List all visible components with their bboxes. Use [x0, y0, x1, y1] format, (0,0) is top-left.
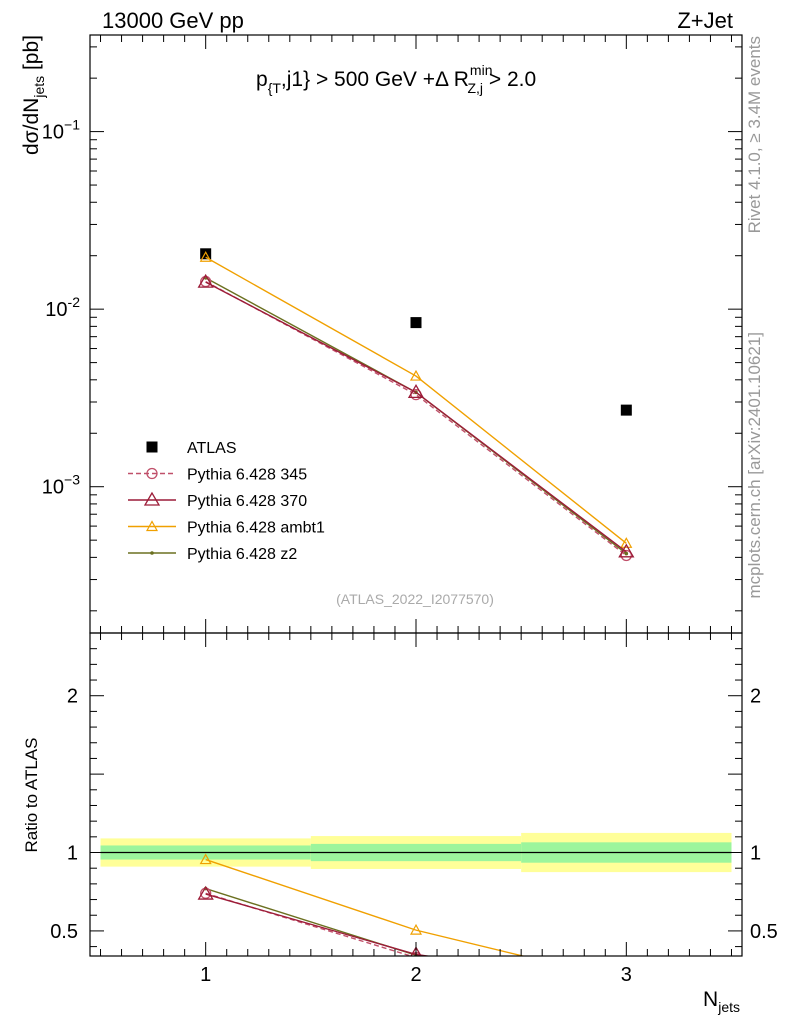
legend-entry-z2: Pythia 6.428 z2 — [128, 546, 297, 563]
ambt1-marker — [199, 251, 212, 262]
legend-label-p370: Pythia 6.428 370 — [187, 493, 307, 510]
y-tick-label: 10−3 — [42, 472, 80, 499]
legend-label-z2: Pythia 6.428 z2 — [187, 546, 297, 563]
main-panel: 10−1 10-2 10−3 — [42, 34, 743, 634]
legend-entry-p345: Pythia 6.428 345 — [128, 467, 307, 484]
header-left: 13000 GeV pp — [102, 8, 244, 33]
ratio-y-tick-label: 1 — [67, 843, 78, 865]
legend-label-ambt1: Pythia 6.428 ambt1 — [187, 520, 325, 537]
y-tick-label: 10-2 — [45, 294, 80, 321]
ambt1-series — [199, 251, 633, 548]
p345-marker — [146, 467, 158, 480]
atlas-marker — [620, 404, 632, 416]
x-tick-label: 2 — [410, 964, 421, 986]
side-label-mcplots: mcplots.cern.ch [arXiv:2401.10621] — [745, 332, 764, 598]
y-tick-label: 10−1 — [42, 117, 80, 144]
p370-marker — [618, 543, 635, 558]
legend: ATLAS Pythia 6.428 345 Pythia 6.428 370 Pyt… — [128, 440, 325, 563]
ambt1-marker — [199, 853, 212, 865]
x-axis-label: Njets — [703, 988, 740, 1015]
ratio-frame — [89, 632, 743, 957]
ambt1-ratio-line — [205, 858, 526, 956]
y-axis-label: dσ/dNjets [pb] — [20, 35, 47, 155]
p370-marker — [407, 384, 425, 398]
legend-label-p345: Pythia 6.428 345 — [187, 467, 307, 484]
x-tick-label: 1 — [200, 964, 211, 986]
p370-series — [197, 273, 635, 558]
legend-entry-ambt1: Pythia 6.428 ambt1 — [128, 520, 325, 537]
ambt1-ratio-series — [199, 853, 526, 956]
p370-marker — [143, 491, 161, 506]
atlas-marker — [146, 441, 158, 453]
ratio-y-tick-label: 0.5 — [50, 921, 78, 943]
analysis-watermark: (ATLAS_2022_I2077570) — [336, 591, 494, 607]
main-frame — [89, 34, 743, 634]
header-right: Z+Jet — [677, 8, 733, 33]
x-tick-label: 3 — [621, 964, 632, 986]
side-label-rivet: Rivet 4.1.0, ≥ 3.4M events — [745, 36, 764, 233]
ambt1-marker — [409, 369, 423, 381]
ratio-panel: 0.5 0.5 1 1 2 2 1 2 3 — [50, 632, 778, 986]
ratio-y-tick-label-right: 1 — [750, 843, 761, 865]
ambt1-marker — [145, 520, 159, 532]
ambt1-line — [205, 256, 627, 544]
atlas-marker — [200, 248, 212, 260]
p345-marker — [620, 549, 632, 562]
p370-marker — [197, 273, 214, 288]
atlas-marker — [410, 317, 422, 329]
ratio-y-label: Ratio to ATLAS — [22, 738, 41, 853]
cut-label: p{T,j1} > 500 GeV +Δ Rmin Z,j > 2.0 — [256, 62, 536, 96]
p370-line — [205, 281, 627, 553]
p370-marker — [410, 946, 422, 956]
atlas-series — [200, 248, 632, 416]
legend-entry-atlas: ATLAS — [146, 440, 237, 457]
legend-label-atlas: ATLAS — [187, 440, 237, 457]
ambt1-marker — [620, 537, 633, 548]
ambt1-marker — [409, 923, 423, 935]
legend-entry-p370: Pythia 6.428 370 — [128, 491, 307, 510]
ratio-y-tick-label: 2 — [67, 686, 78, 708]
z2-marker — [150, 551, 154, 555]
ratio-y-tick-label-right: 0.5 — [750, 921, 778, 943]
ratio-y-tick-label-right: 2 — [750, 686, 761, 708]
z2-marker — [624, 551, 629, 556]
p370-marker — [197, 885, 214, 900]
